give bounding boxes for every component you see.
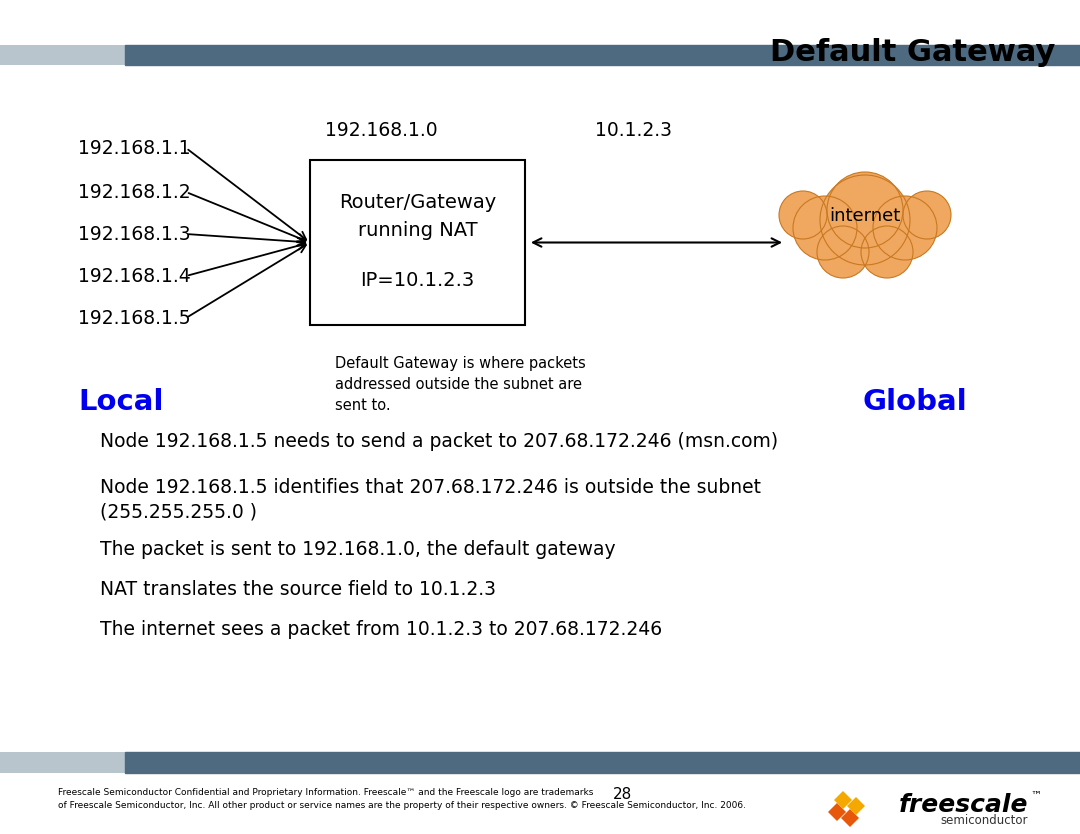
Circle shape [903,191,951,239]
Circle shape [827,172,903,248]
Text: semiconductor: semiconductor [941,814,1028,827]
Polygon shape [828,803,846,821]
Text: 192.168.1.5: 192.168.1.5 [78,309,191,328]
Text: 192.168.1.4: 192.168.1.4 [78,267,191,285]
Text: 192.168.1.3: 192.168.1.3 [78,224,191,244]
Text: 192.168.1.2: 192.168.1.2 [78,183,191,202]
Circle shape [820,175,910,265]
Text: running NAT: running NAT [357,220,477,239]
Circle shape [816,226,869,278]
Text: internet: internet [829,207,901,225]
Text: Router/Gateway: Router/Gateway [339,193,496,212]
Bar [125,752,1080,773]
Bar [310,160,525,325]
Bar [125,45,1080,65]
Text: 28: 28 [612,787,632,802]
Circle shape [793,196,858,260]
Text: ™: ™ [1030,791,1041,801]
Text: freescale: freescale [899,793,1028,817]
Text: 10.1.2.3: 10.1.2.3 [595,120,672,139]
Text: The internet sees a packet from 10.1.2.3 to 207.68.172.246: The internet sees a packet from 10.1.2.3… [100,620,662,639]
Polygon shape [841,809,859,827]
Text: Default Gateway: Default Gateway [770,38,1055,67]
Circle shape [779,191,827,239]
Text: NAT translates the source field to 10.1.2.3: NAT translates the source field to 10.1.… [100,580,496,599]
Text: The packet is sent to 192.168.1.0, the default gateway: The packet is sent to 192.168.1.0, the d… [100,540,616,559]
Polygon shape [834,791,852,809]
Polygon shape [847,797,865,815]
Text: Default Gateway is where packets
addressed outside the subnet are
sent to.: Default Gateway is where packets address… [335,356,585,413]
Polygon shape [0,752,156,773]
Text: Local: Local [78,388,163,416]
Text: Node 192.168.1.5 identifies that 207.68.172.246 is outside the subnet
(255.255.2: Node 192.168.1.5 identifies that 207.68.… [100,478,761,521]
Text: IP=10.1.2.3: IP=10.1.2.3 [361,270,474,289]
Text: Global: Global [862,388,967,416]
Circle shape [861,226,913,278]
Text: 192.168.1.1: 192.168.1.1 [78,138,191,158]
Circle shape [873,196,937,260]
Bar [805,203,924,225]
Text: Node 192.168.1.5 needs to send a packet to 207.68.172.246 (msn.com): Node 192.168.1.5 needs to send a packet … [100,432,778,451]
Text: Freescale Semiconductor Confidential and Proprietary Information. Freescale™ and: Freescale Semiconductor Confidential and… [58,788,746,810]
Polygon shape [0,45,156,65]
Text: 192.168.1.0: 192.168.1.0 [325,120,437,139]
